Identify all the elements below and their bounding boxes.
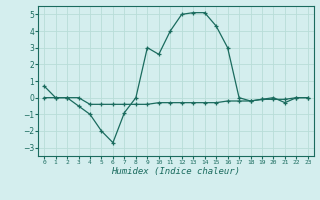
X-axis label: Humidex (Indice chaleur): Humidex (Indice chaleur)	[111, 167, 241, 176]
